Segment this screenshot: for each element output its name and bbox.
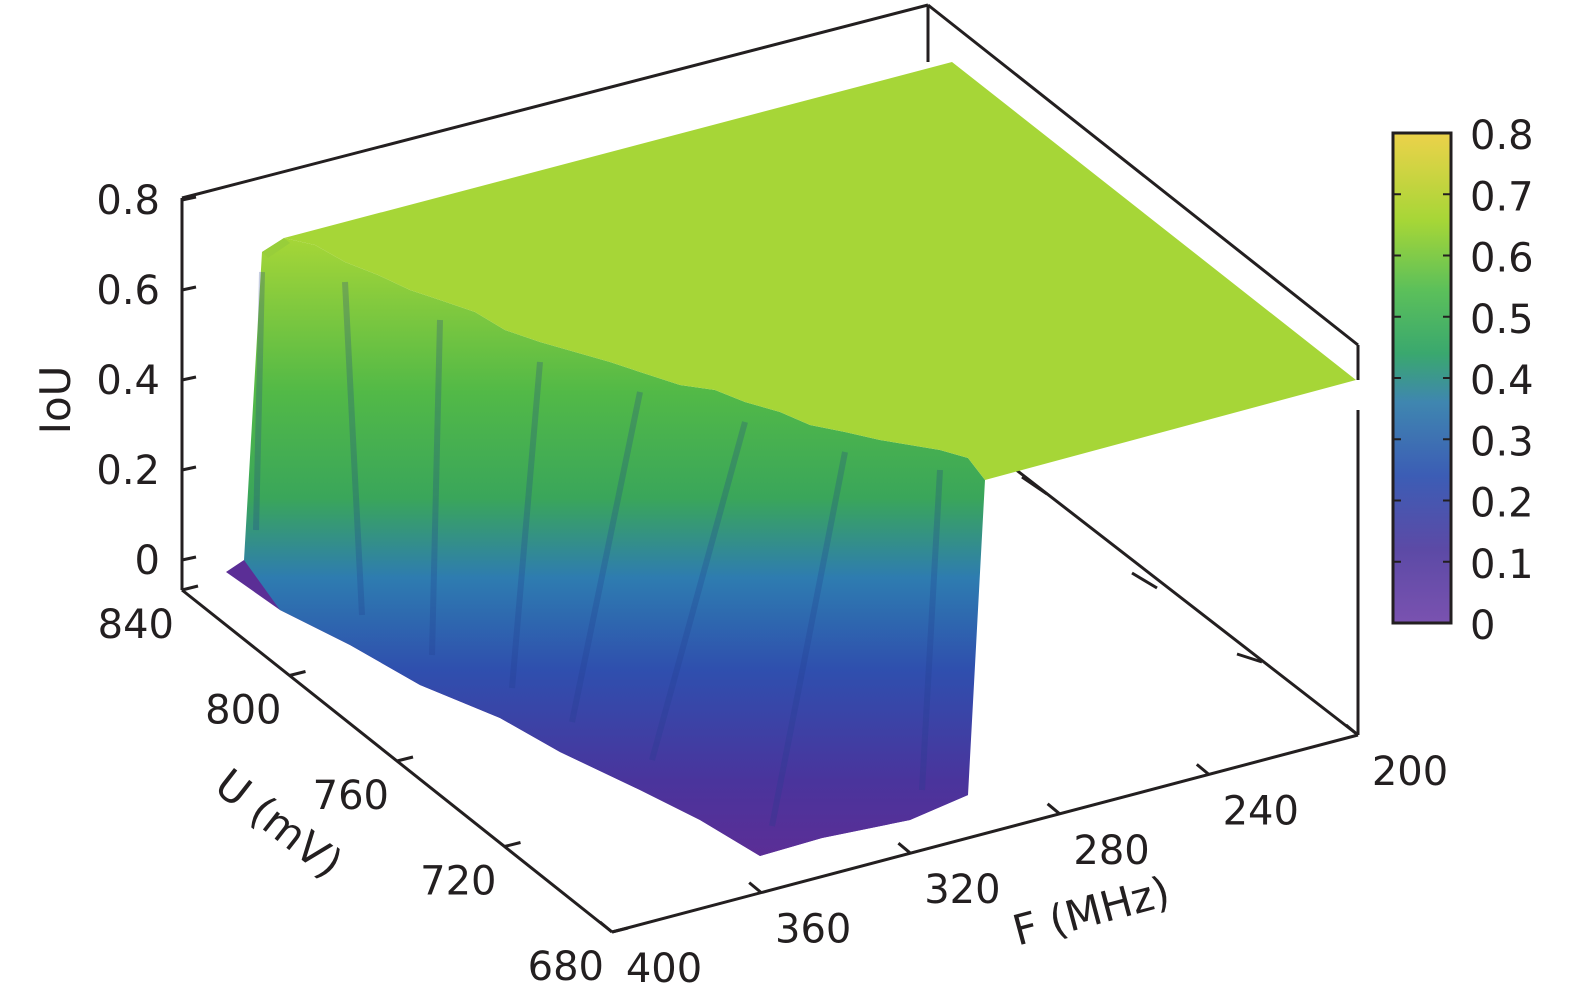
z-tick-label: 0.6 [96,268,160,314]
colorbar-tick-label: 0.5 [1470,297,1534,343]
f-tick-label: 400 [626,946,702,992]
u-tick [611,926,629,934]
surface-ridge [342,281,365,616]
u-tick-label: 760 [313,773,389,819]
colorbar-tick-label: 0.6 [1470,236,1534,282]
f-tick-label: 320 [924,867,1000,913]
surface-plateau-edge [262,238,290,258]
f-tick-label: 240 [1223,788,1299,834]
f-axis-line [611,733,1359,934]
inner-tick [1236,652,1263,664]
z-tick-label: 0 [135,538,160,584]
colorbar: 0 0.1 0.2 0.3 0.4 0.5 0.6 0.7 0.8 [1391,113,1534,649]
z-tick [181,465,197,472]
f-tick [897,842,912,855]
u-axis: 840 800 760 720 680 [98,584,629,990]
f-tick [1195,763,1210,776]
surface-ridge [769,451,848,827]
u-tick [396,755,414,763]
colorbar-tick-label: 0.7 [1470,174,1534,220]
f-tick [599,920,613,934]
colorbar-tick-label: 0 [1470,603,1495,649]
surface-ridge [253,271,265,531]
u-tick-label: 720 [420,859,496,905]
colorbar-tick-label: 0.1 [1470,542,1534,588]
u-tick [504,841,521,848]
inner-axis [987,446,1359,737]
f-tick [1046,802,1061,815]
z-tick-label: 0.4 [96,358,160,404]
surface-ridge [649,421,748,761]
z-axis: 0 0.2 0.4 0.6 0.8 [96,178,197,584]
surface-ridge [919,469,943,791]
box-edge [927,3,1359,347]
f-tick [748,881,763,894]
surface-ridge [569,391,643,723]
z-tick-label: 0.8 [96,178,160,224]
z-tick [181,555,197,562]
f-axis-title: F (MHz) [1008,867,1175,956]
z-axis-title: IoU [31,366,80,435]
box-back-frame [180,3,1360,735]
z-tick-label: 0.2 [96,448,160,494]
f-tick-label: 200 [1372,749,1448,795]
surface-wall-left [244,238,985,856]
surface-ridges [253,271,943,827]
inner-tick [1021,475,1048,496]
surface [226,62,1356,856]
z-tick [181,375,197,382]
colorbar-ramp [1391,131,1453,625]
z-tick [181,285,197,292]
f-tick [1345,723,1359,737]
u-tick-label: 680 [528,944,604,990]
f-tick-label: 280 [1073,828,1149,874]
box-edge [181,3,929,200]
inner-axis-line [987,446,1359,737]
colorbar-tick-label: 0.2 [1470,481,1534,527]
colorbar-tick-label: 0.3 [1470,419,1534,465]
z-tick [181,195,197,202]
colorbar-tick-label: 0.8 [1470,113,1534,159]
u-tick-label: 840 [98,602,174,648]
surface-ridge [429,319,443,656]
u-tick [181,584,199,592]
f-axis: 400 360 320 280 240 200 [599,723,1448,992]
inner-tick [1131,571,1158,590]
u-tick [289,670,306,677]
surface-ridge [509,361,543,689]
u-tick-label: 800 [205,688,281,734]
colorbar-tick-label: 0.4 [1470,358,1534,404]
f-tick-label: 360 [775,907,851,953]
surface-plateau [284,62,1356,480]
